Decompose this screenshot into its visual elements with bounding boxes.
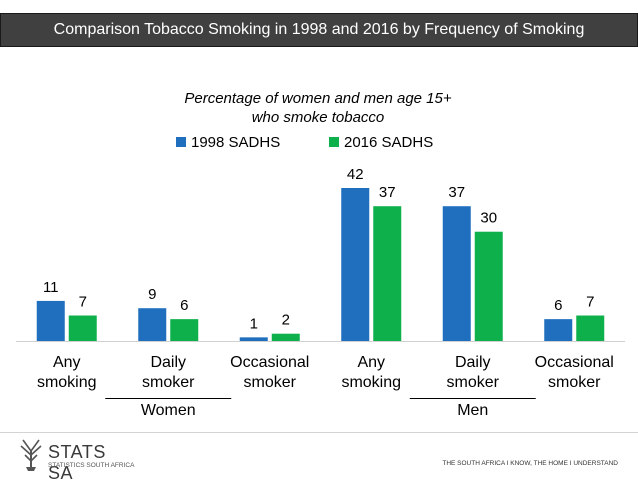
- bar: [271, 333, 300, 341]
- data-label: 6: [180, 297, 188, 314]
- category-label: Daily: [455, 354, 491, 371]
- category-label: Daily: [150, 354, 186, 371]
- legend-label: 2016 SADHS: [344, 134, 433, 151]
- header-banner: Comparison Tobacco Smoking in 1998 and 2…: [0, 13, 638, 47]
- bar-chart: Percentage of women and men age 15+ who s…: [16, 90, 625, 419]
- category-label: smoking: [341, 374, 401, 391]
- data-label: 30: [480, 210, 497, 227]
- data-label: 7: [586, 294, 594, 311]
- bar: [373, 206, 402, 341]
- bar: [68, 315, 97, 341]
- data-label: 6: [554, 297, 562, 314]
- group-label: Women: [141, 402, 196, 419]
- page-title: Comparison Tobacco Smoking in 1998 and 2…: [53, 21, 585, 38]
- data-label: 7: [79, 294, 87, 311]
- data-label: 1: [250, 315, 258, 332]
- data-label: 2: [282, 312, 290, 329]
- category-label: smoker: [447, 374, 500, 391]
- bar: [341, 188, 370, 341]
- bar: [544, 319, 573, 341]
- logo-mark-icon: [20, 439, 42, 471]
- legend-swatch: [176, 137, 186, 147]
- bar: [442, 206, 471, 341]
- bar: [239, 337, 268, 341]
- group-label: Men: [457, 402, 488, 419]
- category-label: Occasional: [535, 354, 614, 371]
- chart-title-line: Percentage of women and men age 15+: [184, 90, 452, 107]
- chart-title-line: who smoke tobacco: [252, 109, 385, 126]
- logo-subtitle: STATISTICS SOUTH AFRICA: [48, 462, 135, 469]
- bar: [170, 319, 199, 341]
- footer-divider: [0, 432, 638, 433]
- category-label: smoker: [244, 374, 297, 391]
- category-label: Any: [53, 354, 81, 371]
- legend-swatch: [329, 137, 339, 147]
- data-label: 37: [379, 184, 396, 201]
- category-label: Any: [357, 354, 385, 371]
- category-label: Occasional: [230, 354, 309, 371]
- bar: [36, 300, 65, 341]
- category-label: smoker: [548, 374, 601, 391]
- data-label: 9: [148, 286, 156, 303]
- bar: [138, 308, 167, 341]
- data-label: 11: [43, 279, 59, 296]
- category-label: smoking: [37, 374, 97, 391]
- data-label: 42: [347, 166, 364, 183]
- bar: [474, 231, 503, 341]
- data-label: 37: [448, 184, 465, 201]
- legend-label: 1998 SADHS: [191, 134, 280, 151]
- footer-tagline: THE SOUTH AFRICA I KNOW, THE HOME I UNDE…: [442, 460, 618, 467]
- bar: [576, 315, 605, 341]
- stats-sa-logo: STATS SA STATISTICS SOUTH AFRICA: [18, 437, 134, 483]
- category-label: smoker: [142, 374, 195, 391]
- logo-name: STATS SA: [48, 442, 106, 483]
